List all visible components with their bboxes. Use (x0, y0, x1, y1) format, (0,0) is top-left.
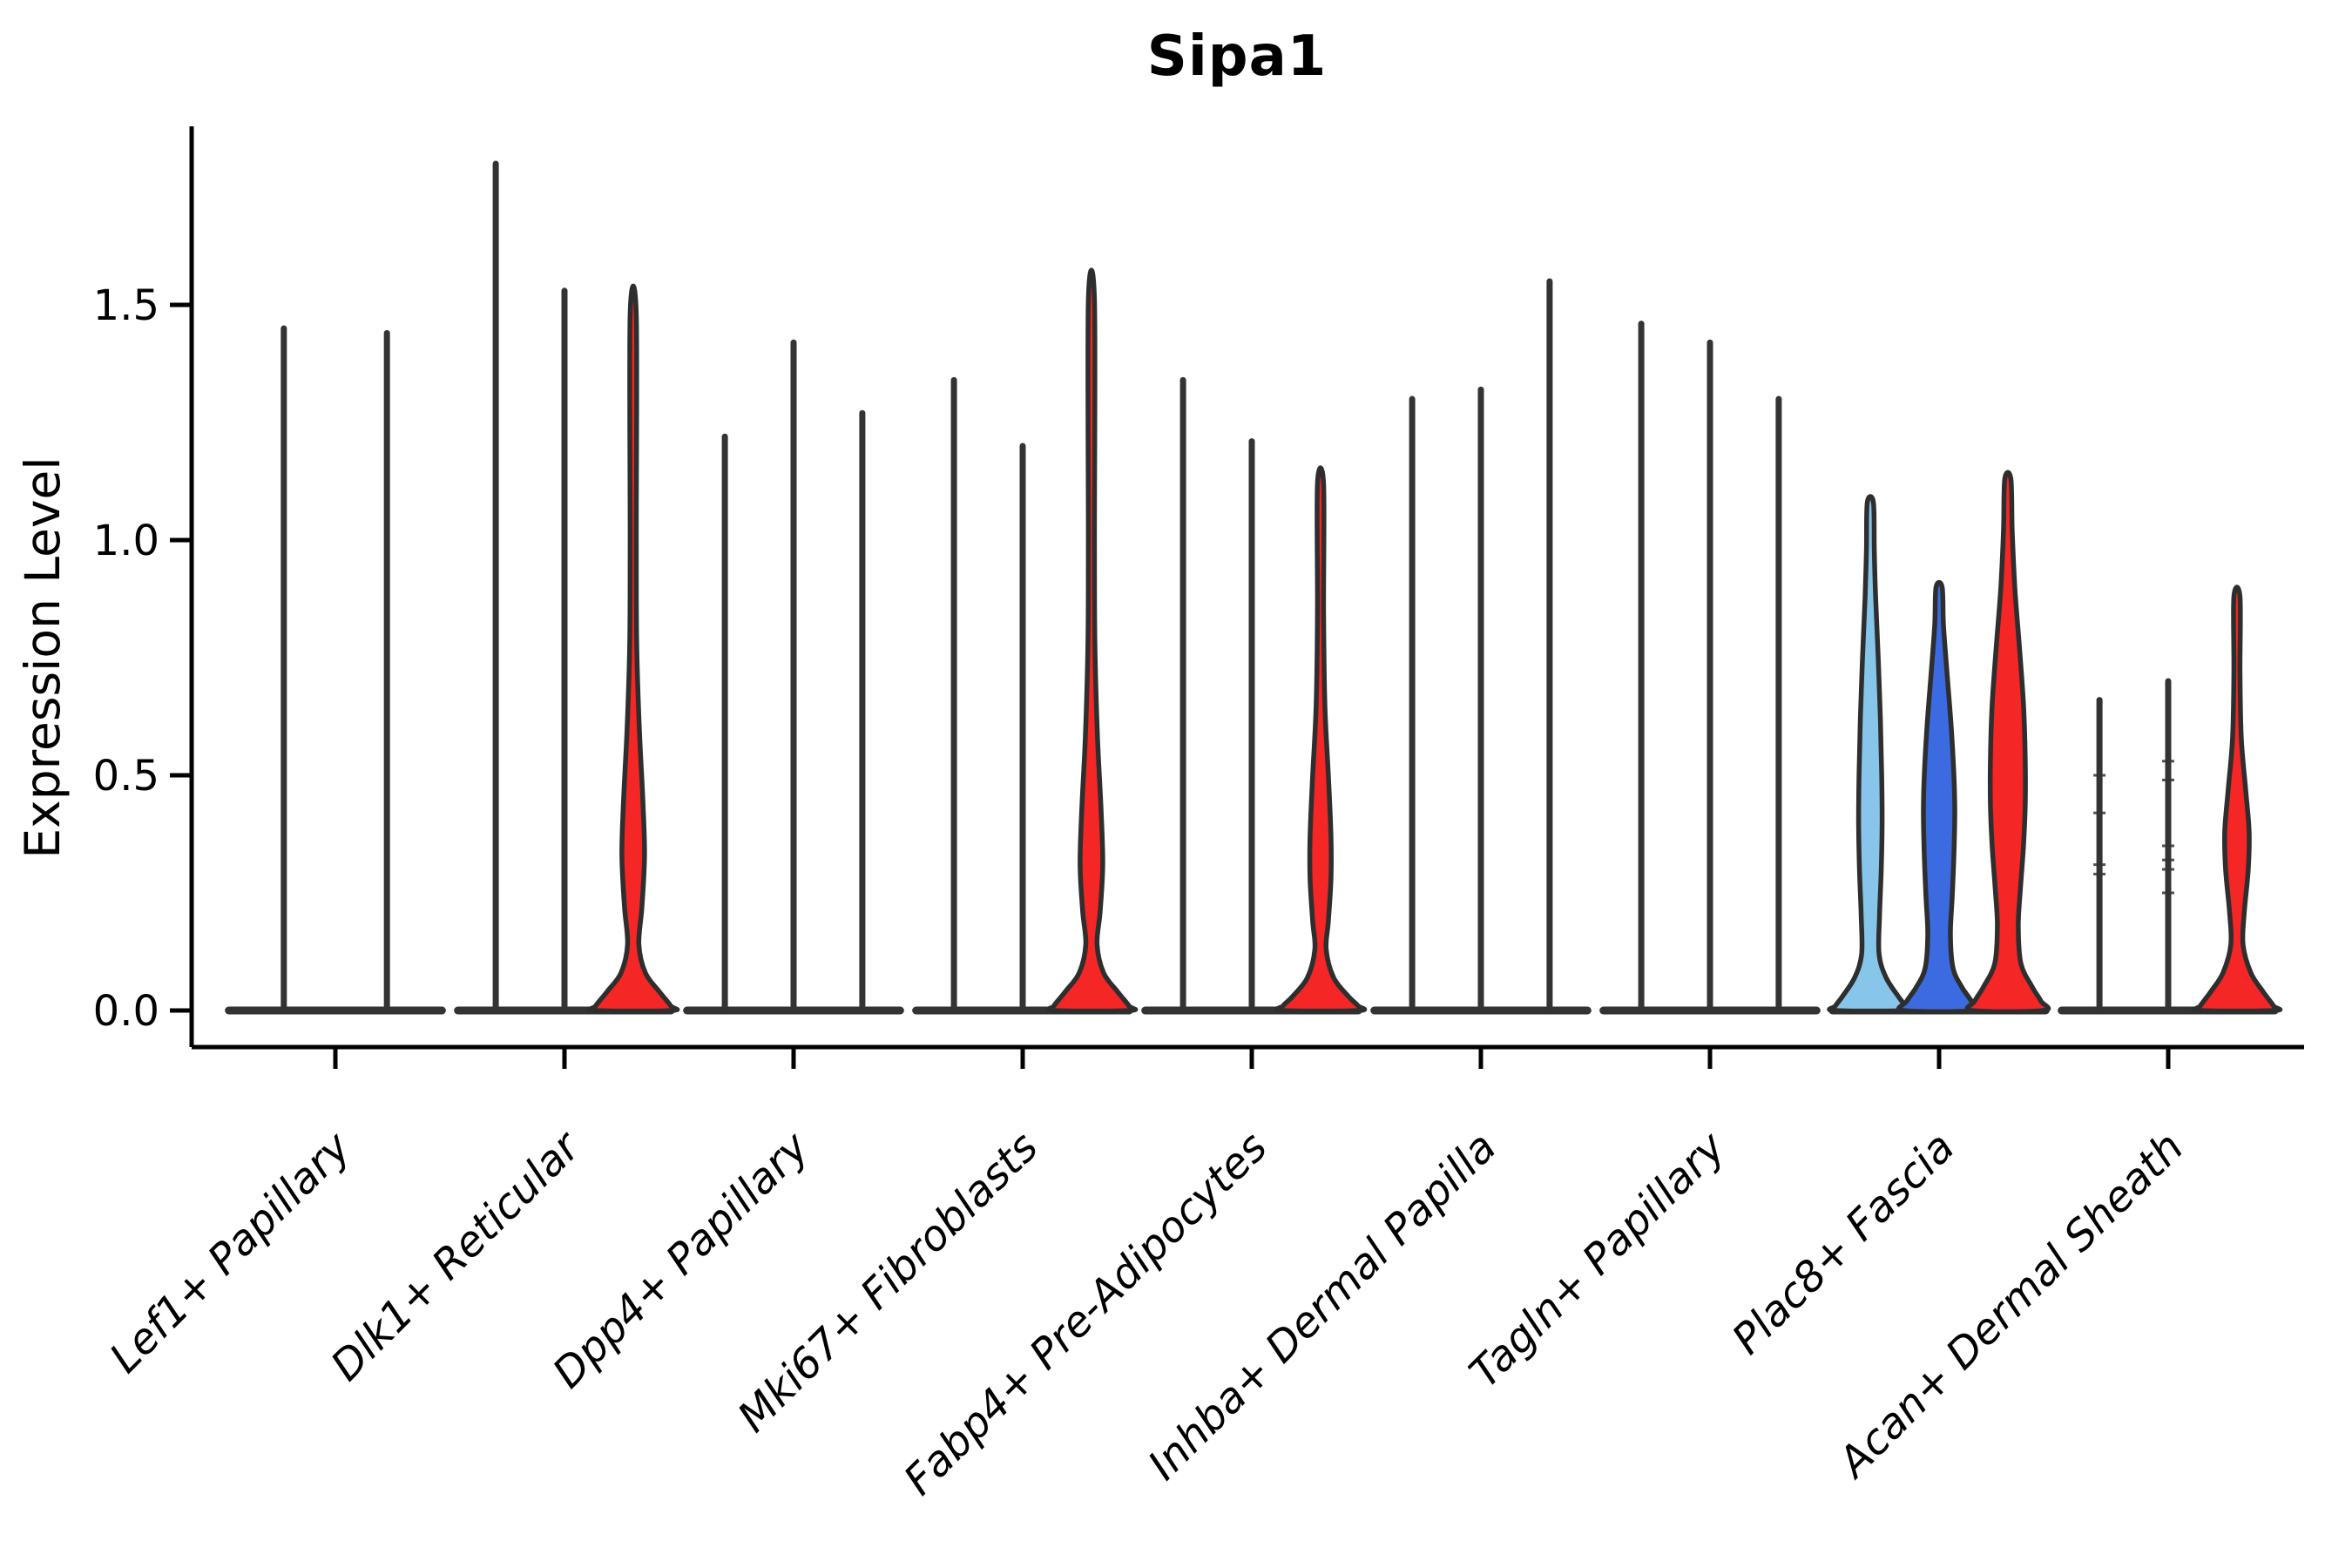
x-tick-label: Fabp4+ Pre-Adipocytes (895, 1123, 1277, 1505)
plot-title: Sipa1 (1146, 24, 1328, 89)
violin-body-red (586, 283, 680, 1014)
y-tick-label: 1.5 (93, 281, 159, 330)
violin-body-red (1044, 267, 1139, 1014)
y-tick-label: 0.5 (93, 752, 159, 801)
y-axis-title: Expression Level (15, 456, 71, 858)
x-tick-label: Dlk1+ Reticular (321, 1121, 591, 1391)
x-tick-label: Lef1+ Papillary (100, 1122, 361, 1382)
violin-body-red (2191, 585, 2283, 1014)
x-tick-label: Dpp4+ Papillary (544, 1122, 819, 1397)
x-tick-label: Tagln+ Papillary (1460, 1122, 1735, 1397)
violin-body-red (1964, 470, 2051, 1015)
y-tick-label: 0.0 (93, 987, 159, 1036)
violin-body-red (1274, 465, 1368, 1014)
violin-body-lightblue (1827, 494, 1914, 1014)
violin-body-darkblue (1896, 579, 1982, 1015)
y-tick-label: 1.0 (93, 517, 159, 565)
x-tick-label: Plac8+ Fascia (1723, 1123, 1964, 1364)
